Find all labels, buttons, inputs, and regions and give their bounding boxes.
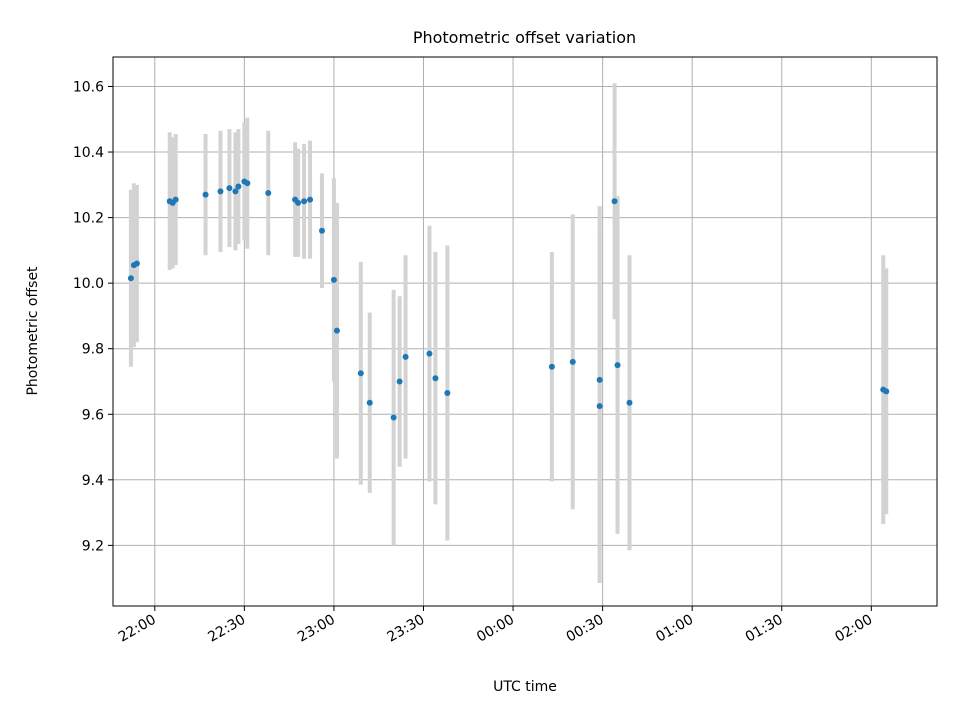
- data-point: [596, 403, 603, 410]
- data-point: [426, 350, 433, 357]
- data-point: [172, 196, 179, 203]
- data-point: [318, 227, 325, 234]
- plot-frame: [112, 56, 938, 607]
- data-point: [548, 363, 555, 370]
- data-point: [596, 376, 603, 383]
- x-axis-label: UTC time: [493, 679, 557, 695]
- x-tick-label: 22:30: [205, 612, 248, 646]
- data-point: [330, 276, 337, 283]
- x-tick-label: 02:00: [832, 612, 875, 646]
- data-point: [202, 191, 209, 198]
- y-tick-label: 9.8: [82, 342, 104, 358]
- data-point: [883, 388, 890, 395]
- data-point: [235, 183, 242, 190]
- data-point: [217, 188, 224, 195]
- x-tick-label: 00:00: [474, 612, 517, 646]
- x-tick-label: 01:00: [653, 612, 696, 646]
- data-point: [366, 399, 373, 406]
- data-point: [444, 389, 451, 396]
- y-tick-label: 10.2: [73, 211, 104, 227]
- data-point: [390, 414, 397, 421]
- data-point: [265, 190, 272, 197]
- x-tick-label: 22:00: [116, 612, 159, 646]
- data-point: [301, 198, 308, 205]
- y-tick-label: 10.4: [73, 145, 104, 161]
- data-point: [614, 362, 621, 369]
- y-axis: 9.2 9.4 9.6 9.8 10.0 10.2 10.4 10.6: [73, 79, 113, 554]
- y-tick-label: 9.6: [82, 407, 104, 423]
- data-point: [396, 378, 403, 385]
- data-point: [611, 198, 618, 205]
- x-axis: 22:00 22:30 23:00 23:30 00:00 00:30 01:00 01:30…: [116, 606, 875, 646]
- data-point: [357, 370, 364, 377]
- data-point: [133, 260, 140, 267]
- data-point: [226, 185, 233, 192]
- data-point: [232, 188, 239, 195]
- x-tick-label: 01:30: [743, 612, 786, 646]
- data-point: [626, 399, 633, 406]
- y-tick-label: 10.6: [73, 79, 104, 95]
- data-point: [569, 358, 576, 365]
- x-tick-label: 23:30: [385, 612, 428, 646]
- data-point: [295, 199, 302, 206]
- data-point: [127, 275, 134, 282]
- x-tick-label: 23:00: [295, 612, 338, 646]
- y-tick-label: 9.2: [82, 538, 104, 554]
- y-tick-label: 9.4: [82, 473, 104, 489]
- data-point: [244, 180, 251, 187]
- x-tick-label: 00:30: [564, 612, 607, 646]
- data-point: [402, 353, 409, 360]
- data-point: [333, 327, 340, 334]
- y-axis-label: Photometric offset: [25, 266, 41, 396]
- data-point: [432, 375, 439, 382]
- y-tick-label: 10.0: [73, 276, 104, 292]
- grid-lines: [113, 57, 937, 606]
- chart-title: Photometric offset variation: [413, 28, 636, 47]
- data-point: [307, 196, 314, 203]
- data-points: [127, 178, 890, 421]
